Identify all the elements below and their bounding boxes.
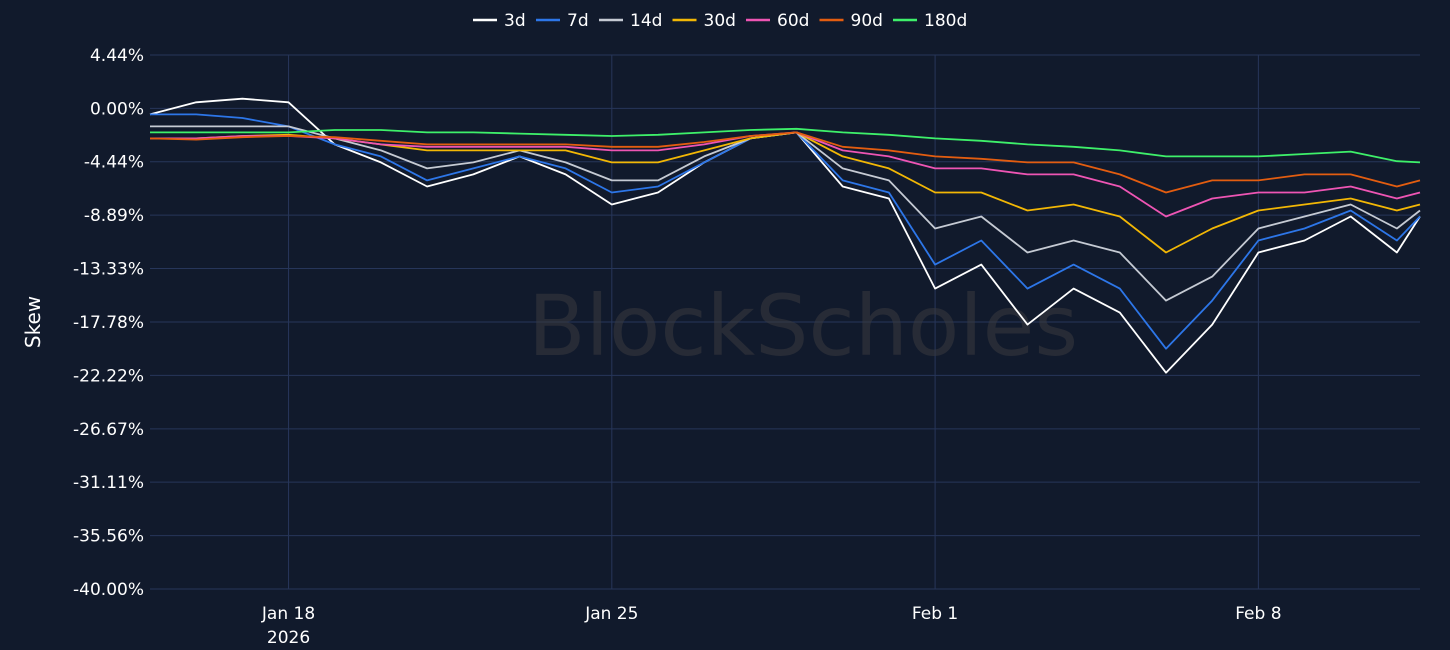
- x-tick-label: Feb 1: [912, 604, 958, 624]
- series-line-14d: [150, 125, 1421, 302]
- legend: 3d 7d 14d 30d 60d 90d 180d: [473, 11, 967, 31]
- y-tick-label: -4.44%: [84, 153, 144, 173]
- y-tick-label: -22.22%: [73, 366, 144, 386]
- x-tick-label: Feb 8: [1235, 604, 1281, 624]
- y-axis-ticks: 4.44% 0.00% -4.44% -8.89% -13.33% -17.78% -22.…: [73, 46, 144, 600]
- x-tick-year-label: 2026: [267, 628, 310, 648]
- y-tick-label: -8.89%: [84, 206, 144, 226]
- chart-grid: [150, 54, 1420, 590]
- x-tick-label: Jan 25: [584, 604, 638, 624]
- y-axis-label: Skew: [21, 296, 45, 348]
- legend-label-180d: 180d: [924, 11, 967, 31]
- x-axis-ticks: Jan 18 2026 Jan 25 Feb 1 Feb 8: [261, 604, 1282, 648]
- y-tick-label: -40.00%: [73, 580, 144, 600]
- y-tick-label: 4.44%: [90, 46, 144, 66]
- series-line-180d: [150, 127, 1421, 164]
- y-tick-label: -26.67%: [73, 420, 144, 440]
- y-tick-label: -17.78%: [73, 313, 144, 333]
- legend-label-3d: 3d: [504, 11, 526, 31]
- y-tick-label: -13.33%: [73, 260, 144, 280]
- y-tick-label: -31.11%: [73, 473, 144, 493]
- series-lines: [149, 97, 1421, 374]
- x-tick-label: Jan 18: [261, 604, 315, 624]
- series-line-30d: [150, 131, 1421, 254]
- y-tick-label: -35.56%: [73, 527, 144, 547]
- legend-label-7d: 7d: [567, 11, 589, 31]
- y-tick-label: 0.00%: [90, 99, 144, 119]
- watermark-logo: BlockScholes: [528, 277, 1078, 375]
- legend-label-60d: 60d: [777, 11, 809, 31]
- series-line-90d: [149, 131, 1421, 194]
- legend-label-14d: 14d: [630, 11, 662, 31]
- legend-label-30d: 30d: [704, 11, 736, 31]
- legend-label-90d: 90d: [851, 11, 883, 31]
